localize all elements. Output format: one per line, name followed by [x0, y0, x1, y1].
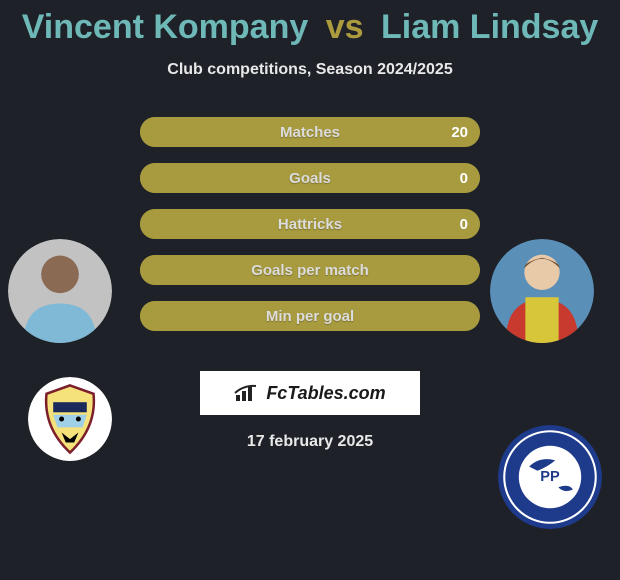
player1-name: Vincent Kompany: [22, 8, 309, 46]
stat-bar-row: Matches20: [140, 117, 480, 147]
stat-bars: Matches20Goals0Hattricks0Goals per match…: [140, 117, 480, 331]
bar-label: Matches: [140, 124, 480, 141]
vs-text: vs: [326, 8, 364, 46]
stat-bar-row: Goals0: [140, 163, 480, 193]
player1-avatar: [8, 239, 112, 343]
player2-name: Liam Lindsay: [381, 8, 598, 46]
brand-logo: FcTables.com: [200, 371, 420, 415]
bar-value-right: 0: [460, 170, 468, 187]
club1-badge: [28, 377, 112, 461]
bar-value-right: 20: [451, 124, 468, 141]
bar-label: Min per goal: [140, 308, 480, 325]
club2-badge: PP: [498, 425, 602, 529]
stat-bar-row: Hattricks0: [140, 209, 480, 239]
player2-avatar: [490, 239, 594, 343]
comparison-title: Vincent Kompany vs Liam Lindsay: [0, 0, 620, 47]
stat-bar-row: Min per goal: [140, 301, 480, 331]
brand-text: FcTables.com: [266, 383, 385, 404]
stat-bar-row: Goals per match: [140, 255, 480, 285]
bar-label: Hattricks: [140, 216, 480, 233]
bar-label: Goals: [140, 170, 480, 187]
chart-icon: [234, 383, 260, 403]
bar-value-right: 0: [460, 216, 468, 233]
content-area: PP Matches20Goals0Hattricks0Goals per ma…: [0, 117, 620, 451]
subtitle: Club competitions, Season 2024/2025: [0, 61, 620, 79]
bar-label: Goals per match: [140, 262, 480, 279]
svg-text:PP: PP: [540, 469, 560, 485]
